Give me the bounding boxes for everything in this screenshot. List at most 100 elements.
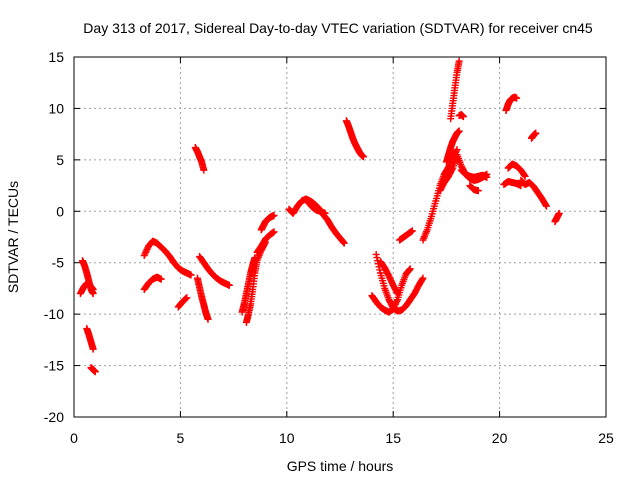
data-points [76,57,563,376]
y-tick-label: -15 [44,358,64,374]
data-point [142,248,150,256]
data-point [393,297,401,305]
plot-frame [73,56,607,418]
series-arc-31 [502,93,521,114]
y-tick-label: -5 [52,255,65,271]
data-point [359,153,367,161]
data-point [390,303,398,311]
series-arc-14 [257,211,278,234]
series-arc-30 [504,160,529,180]
series-arc-5 [140,237,195,279]
data-point [483,173,491,181]
data-point [387,277,395,285]
series-arc-16 [304,198,329,217]
series-arc-6 [140,273,165,293]
data-point [388,278,396,286]
y-tick-label: 15 [48,49,64,65]
data-point [373,254,381,262]
data-point [89,345,97,353]
x-tick-label: 0 [70,430,78,446]
data-point [391,300,399,308]
data-point [200,166,208,174]
series-arc-32 [517,176,550,210]
data-point [418,275,426,283]
series-arc-2 [76,279,97,298]
y-tick-label: -20 [44,409,64,425]
series-arc-10 [196,253,233,289]
series-arc-17 [342,117,367,161]
y-tick-label: 5 [56,152,64,168]
data-point [372,250,380,258]
data-point [386,274,394,282]
y-tick-label: 0 [56,203,64,219]
data-point [187,271,195,279]
data-point [340,239,348,247]
series-arc-3 [83,325,97,353]
data-point [419,274,427,282]
data-point [385,272,393,280]
data-point [542,202,550,210]
series-arc-13 [253,228,278,256]
data-point [392,299,400,307]
data-point [520,171,528,179]
series-arc-12 [242,238,270,326]
grid-lines [74,57,606,417]
data-point [459,113,467,121]
data-point [225,281,233,289]
series-arc-15 [285,195,348,247]
data-point [89,285,97,293]
data-point [521,172,529,180]
series-arc-21 [396,227,416,244]
data-point [141,250,149,258]
y-tick-label: -10 [44,306,64,322]
series-arc-24 [442,127,463,166]
series-arc-25 [447,57,463,123]
series-arc-28 [466,182,482,195]
series-arc-29 [500,177,525,190]
x-tick-label: 10 [279,430,295,446]
data-point [448,165,456,173]
series-arc-33 [528,129,540,142]
data-point [204,315,212,323]
data-point [389,305,397,313]
data-point [542,201,550,209]
data-point [270,228,278,236]
x-tick-label: 15 [385,430,401,446]
data-point [393,288,401,296]
series-arc-27 [457,166,491,181]
y-tick-label: 10 [48,100,64,116]
data-point [391,302,399,310]
data-point [142,247,150,255]
data-point [452,147,460,155]
data-point [386,275,394,283]
data-point [143,245,151,253]
x-tick-label: 5 [177,430,185,446]
data-point [140,252,148,260]
data-point [532,129,540,137]
data-point [455,127,463,135]
series-arc-34 [551,209,563,226]
x-tick-label: 25 [598,430,614,446]
data-point [455,57,463,65]
data-point [408,227,416,235]
data-point [555,209,563,217]
data-point [406,266,414,274]
data-point [406,265,414,273]
x-tick-label: 20 [492,430,508,446]
data-point [270,211,278,219]
series-arc-9 [193,274,212,323]
data-point [513,94,521,102]
data-point [91,368,99,376]
chart-title: Day 313 of 2017, Sidereal Day-to-day VTE… [83,20,593,36]
series-arc-26 [455,111,467,121]
data-point [183,294,191,302]
data-point [340,238,348,246]
x-axis-label: GPS time / hours [287,458,394,474]
series-arc-4 [87,364,99,376]
data-point [321,209,329,217]
series-arc-20 [376,258,401,298]
data-point [393,290,401,298]
series-arc-8 [191,144,208,174]
series-arc-7 [174,294,191,311]
